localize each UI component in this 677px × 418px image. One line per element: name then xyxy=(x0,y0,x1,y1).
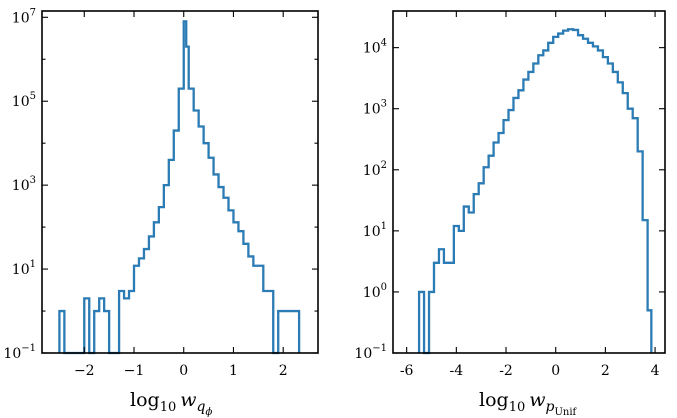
y-tick-label: 10−1 xyxy=(3,343,36,362)
histogram-series xyxy=(417,28,653,355)
y-tick-label: 102 xyxy=(363,160,387,179)
x-axis-label: log10 wpUnif xyxy=(479,389,578,418)
x-tick-label: 1 xyxy=(229,363,238,379)
axes-frame xyxy=(392,10,666,354)
x-tick-label: 0 xyxy=(179,363,188,379)
x-tick-label: 0 xyxy=(551,363,560,379)
x-tick-label: -4 xyxy=(450,363,464,379)
panel-2: -6 -4 -2 0 2 4 10−1 100 101 102 103 104 log10 wpUnif xyxy=(354,10,666,418)
y-tick-label: 101 xyxy=(12,259,36,278)
x-tick-label: −1 xyxy=(124,363,145,379)
x-tick-label: -2 xyxy=(499,363,513,379)
panel-1: −2 −1 0 1 2 10−1 101 103 105 107 log10 wqϕ xyxy=(3,7,319,418)
y-tick-label: 107 xyxy=(12,7,36,26)
x-axis-label: log10 wqϕ xyxy=(130,389,212,418)
x-tick-label: -6 xyxy=(400,363,414,379)
y-tick-label: 105 xyxy=(12,91,36,110)
y-tick-label: 101 xyxy=(363,221,387,240)
x-tick-label: 4 xyxy=(651,363,660,379)
axes-frame xyxy=(41,10,319,354)
y-tick-label: 10−1 xyxy=(354,343,387,362)
x-tick-label: 2 xyxy=(601,363,610,379)
x-tick-label: −2 xyxy=(74,363,95,379)
x-tick-label: 2 xyxy=(279,363,288,379)
y-tick-label: 103 xyxy=(12,175,36,194)
histogram-series xyxy=(58,20,301,355)
y-tick-label: 100 xyxy=(363,282,387,301)
y-tick-label: 104 xyxy=(363,38,387,57)
y-tick-label: 103 xyxy=(363,99,387,118)
